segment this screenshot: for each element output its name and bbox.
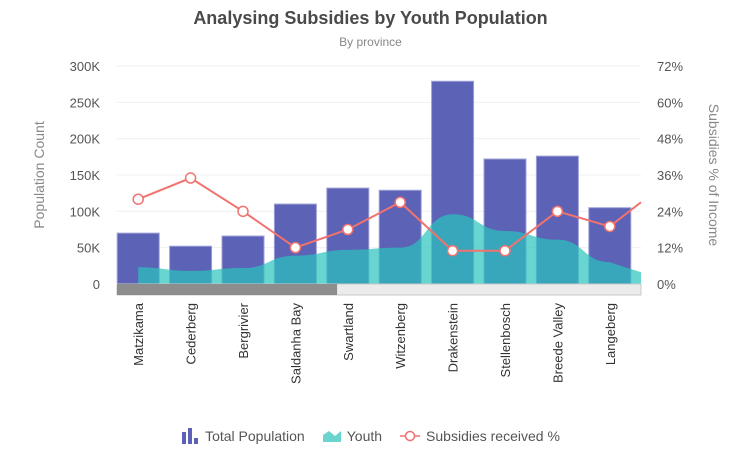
x-tick-label: Drakenstein [446, 303, 461, 372]
y-tick-label: 50K [77, 241, 100, 256]
line-marker-icon [400, 430, 421, 442]
subsidies-point-langeberg [604, 220, 616, 233]
subsidies-point-matzikama [132, 193, 144, 205]
x-tick-label: Matzikama [131, 302, 146, 366]
y2-tick-label: 36% [657, 168, 683, 183]
legend-label: Total Population [205, 428, 305, 444]
bar-chart-icon [182, 428, 199, 444]
x-tick-label: Saldanha Bay [288, 303, 303, 384]
area-chart-icon [322, 431, 341, 442]
y2-tick-label: 72% [657, 59, 683, 74]
y2-tick-label: 48% [657, 132, 683, 147]
y2-axis-title: Subsidies % of Income [706, 104, 722, 247]
y-axis-title: Population Count [31, 121, 47, 229]
x-tick-label: Witzenberg [393, 303, 408, 369]
chart-title: Analysing Subsidies by Youth Population [193, 8, 548, 28]
subsidies-point-stellenbosch [499, 244, 511, 257]
y2-tick-label: 60% [657, 95, 683, 110]
y-tick-label: 250K [70, 95, 101, 110]
y-tick-label: 0 [93, 277, 100, 292]
x-tick-label: Bergrivier [236, 302, 251, 358]
subsidies-point-witzenberg [394, 196, 406, 208]
x-tick-label: Breede Valley [550, 303, 565, 383]
y2-tick-label: 12% [657, 241, 683, 256]
chart-subtitle: By province [339, 35, 402, 49]
subsidies-point-bergrivier [237, 205, 249, 218]
legend-item-youth[interactable]: Youth [322, 428, 383, 444]
subsidies-point-drakenstein [446, 244, 459, 257]
youth-area [138, 214, 641, 284]
legend: Total Population Youth Subsidies receive… [0, 428, 741, 444]
subsidies-point-saldanha-bay [289, 241, 302, 254]
y-tick-label: 150K [70, 168, 101, 183]
subsidies-point-cederberg [184, 172, 197, 184]
x-tick-label: Swartland [341, 303, 356, 361]
y2-tick-label: 0% [657, 277, 676, 292]
legend-item-total-population[interactable]: Total Population [181, 428, 305, 444]
legend-label: Subsidies received % [426, 428, 560, 444]
x-tick-label: Langeberg [603, 303, 618, 365]
y-tick-label: 100K [70, 204, 101, 219]
legend-item-subsidies[interactable]: Subsidies received % [400, 428, 560, 444]
x-tick-label: Stellenbosch [498, 303, 513, 377]
y-tick-label: 200K [70, 132, 101, 147]
subsidies-point-breede-valley [551, 205, 564, 218]
x-tick-label: Cederberg [184, 303, 199, 364]
legend-label: Youth [346, 428, 383, 444]
y-tick-label: 300K [70, 59, 101, 74]
y2-tick-label: 24% [657, 204, 683, 219]
scrollbar-thumb[interactable] [117, 284, 338, 295]
subsidies-point-swartland [342, 223, 354, 236]
